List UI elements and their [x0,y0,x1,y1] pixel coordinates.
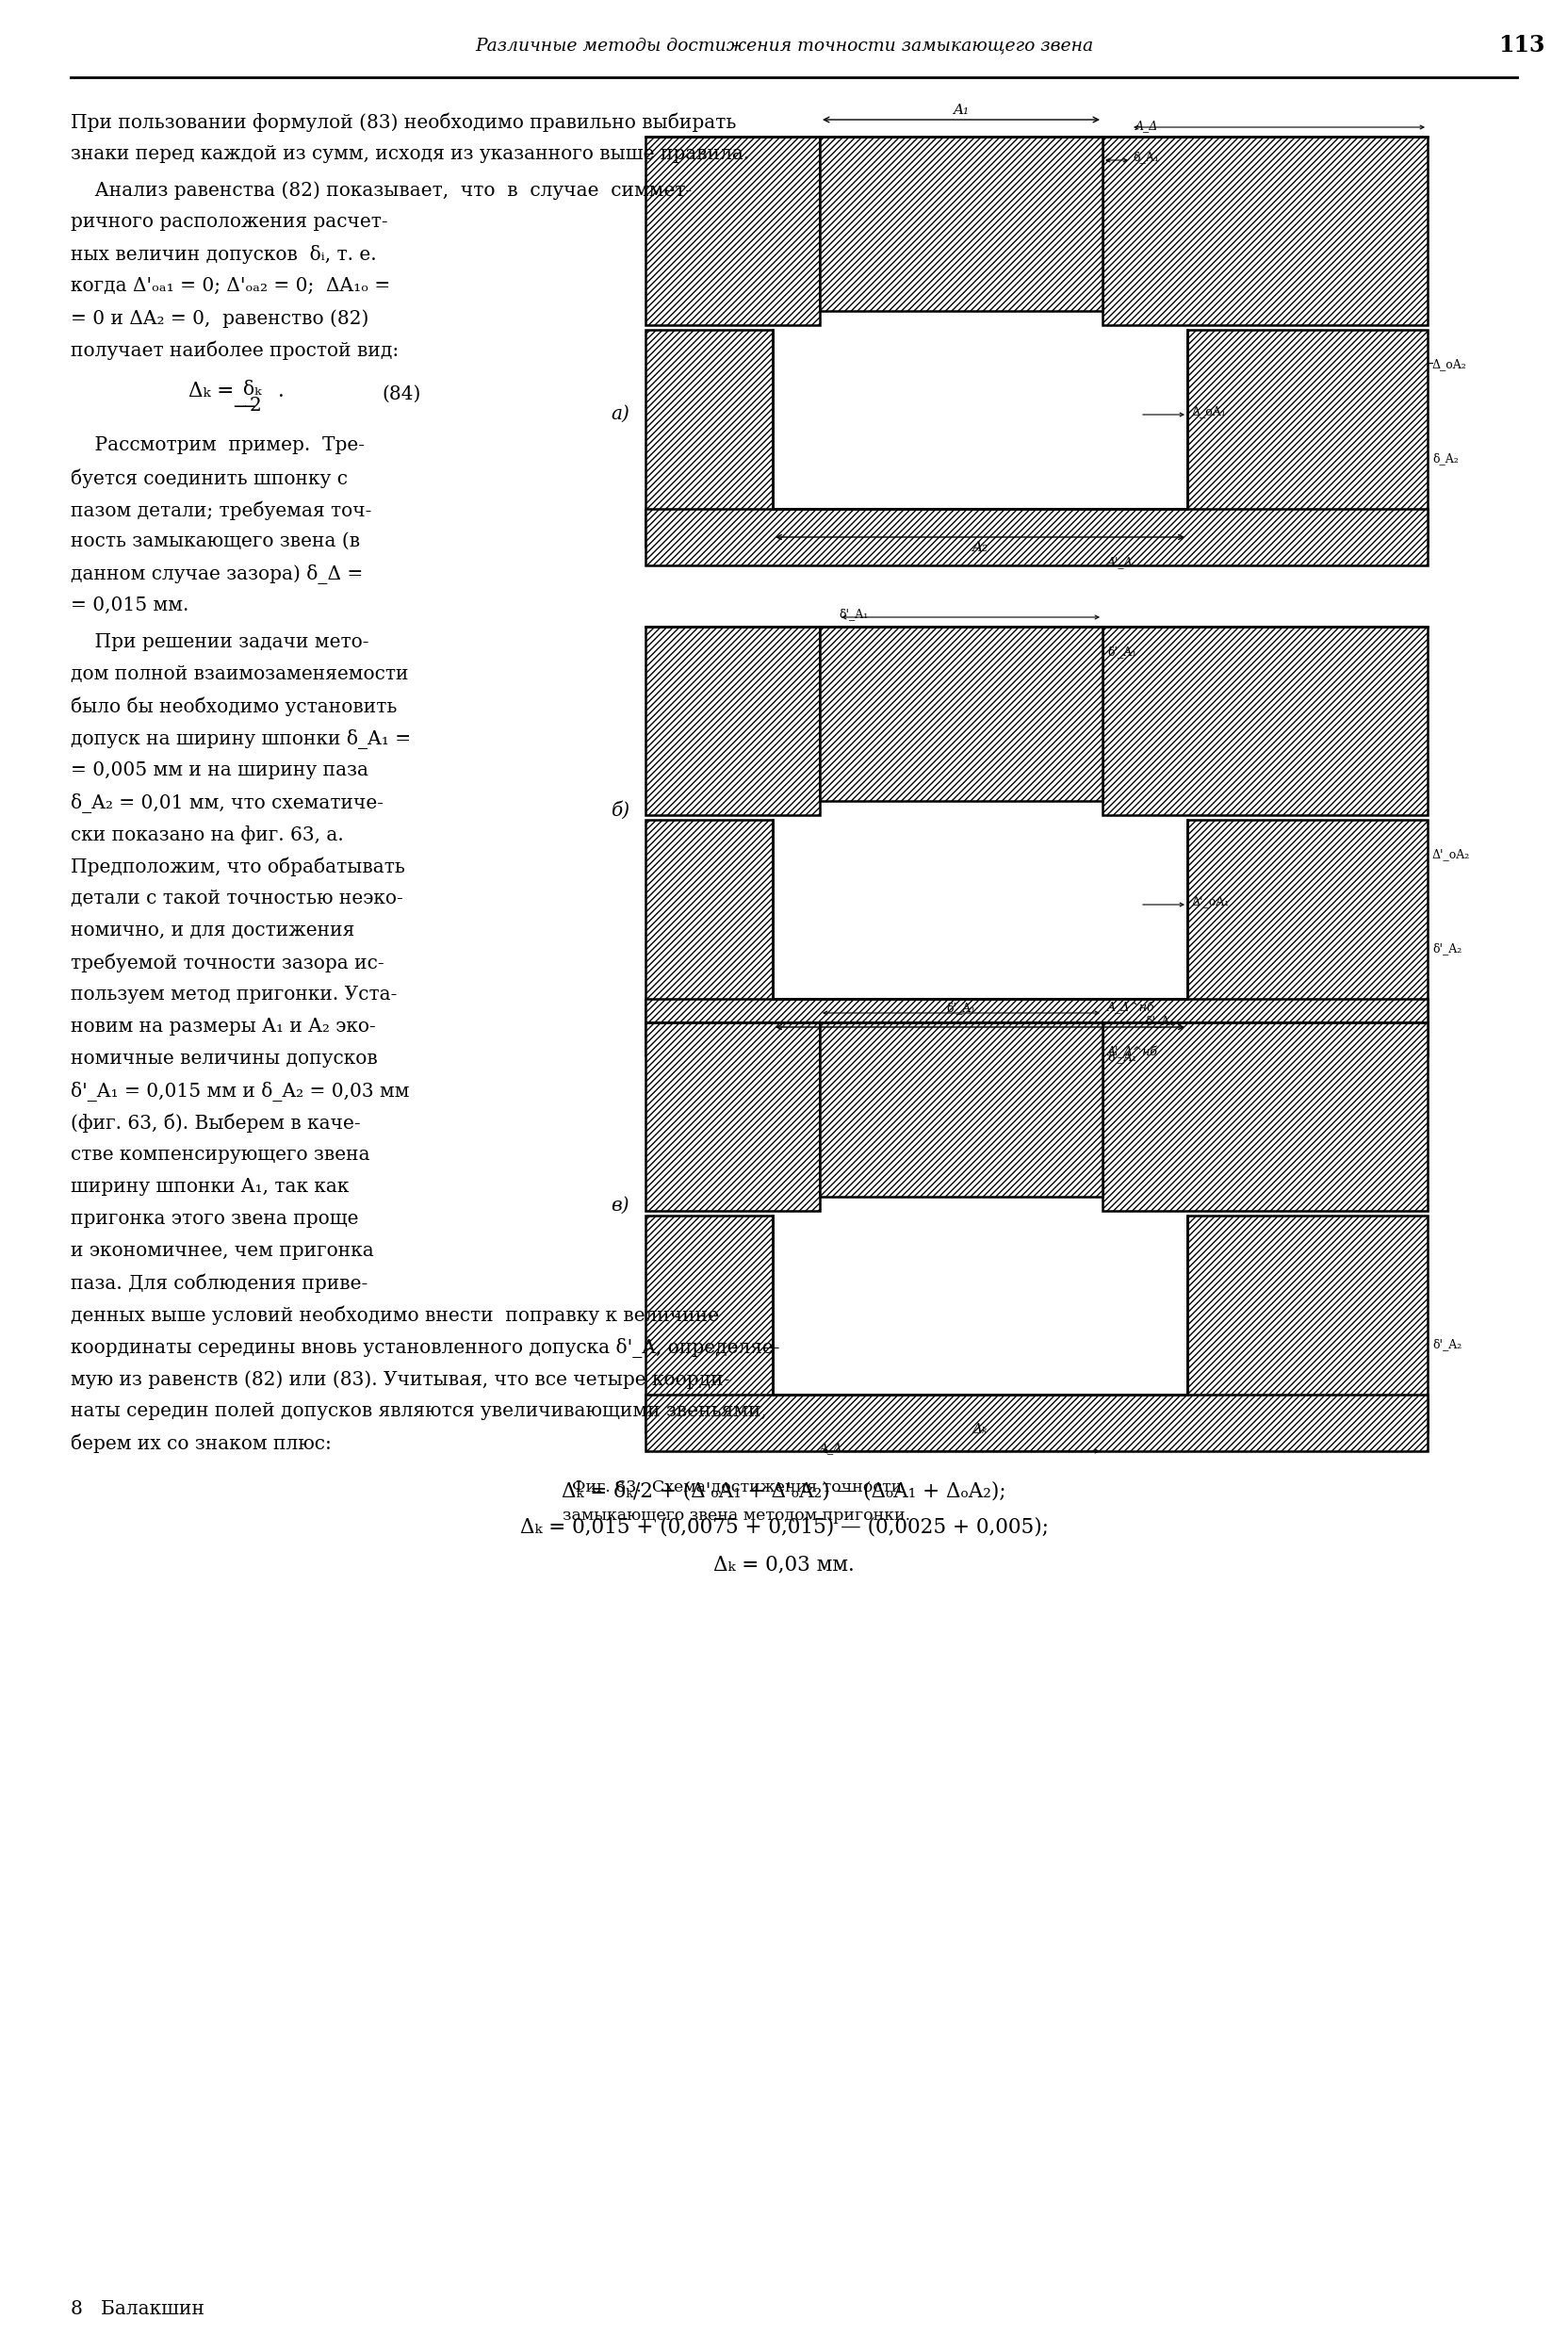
Text: Фиг. 63.  Схема достижения точности: Фиг. 63. Схема достижения точности [572,1479,902,1496]
Text: При пользовании формулой (83) необходимо правильно выбирать: При пользовании формулой (83) необходимо… [71,113,737,132]
Bar [1102,1023,1427,1211]
Text: При решении задачи мето-: При решении задачи мето- [71,633,368,652]
Text: Δₖ = 0,03 мм.: Δₖ = 0,03 мм. [713,1555,855,1573]
Text: и экономичнее, чем пригонка: и экономичнее, чем пригонка [71,1242,373,1261]
Text: детали с такой точностью неэко-: детали с такой точностью неэко- [71,889,403,908]
Text: (84): (84) [381,386,420,402]
Text: б): б) [610,802,629,818]
Text: паза. Для соблюдения приве-: паза. Для соблюдения приве- [71,1275,368,1294]
Bar [773,508,1187,546]
Text: δ'_A₂: δ'_A₂ [1432,943,1461,955]
Text: A_Δ: A_Δ [1135,120,1159,132]
Text: Анализ равенства (82) показывает,  что  в  случае  симмет-: Анализ равенства (82) показывает, что в … [71,181,691,200]
Text: требуемой точности зазора ис-: требуемой точности зазора ис- [71,953,384,974]
Text: δ'_A₁: δ'_A₁ [1107,644,1137,659]
Bar [1187,329,1427,546]
Text: а): а) [610,405,629,423]
Text: мую из равенств (82) или (83). Учитывая, что все четыре коорди-: мую из равенств (82) или (83). Учитывая,… [71,1371,729,1388]
Text: = 0,005 мм и на ширину паза: = 0,005 мм и на ширину паза [71,762,368,779]
Text: A'_Δ: A'_Δ [1107,555,1134,569]
Text: знаки перед каждой из сумм, исходя из указанного выше правила.: знаки перед каждой из сумм, исходя из ук… [71,146,750,162]
Text: .: . [278,381,284,402]
Text: A'_Δ^нб: A'_Δ^нб [1107,1047,1159,1058]
Text: δ_A₁: δ_A₁ [1132,151,1159,162]
Text: A₂: A₂ [972,541,988,555]
Text: было бы необходимо установить: было бы необходимо установить [71,696,397,717]
Text: δ'_A₁: δ'_A₁ [839,607,869,621]
Text: δ'_A₂: δ'_A₂ [1432,1338,1461,1350]
Text: данном случае зазора) δ_Δ =: данном случае зазора) δ_Δ = [71,564,364,583]
Bar [820,626,1102,802]
Text: = 0,015 мм.: = 0,015 мм. [71,597,188,614]
Text: допуск на ширину шпонки δ_A₁ =: допуск на ширину шпонки δ_A₁ = [71,729,411,750]
Text: ных величин допусков  δᵢ, т. е.: ных величин допусков δᵢ, т. е. [71,245,376,263]
Bar [1102,626,1427,816]
Bar [646,136,820,325]
Text: = 0 и ΔA₂ = 0,  равенство (82): = 0 и ΔA₂ = 0, равенство (82) [71,308,368,327]
Text: пазом детали; требуемая точ-: пазом детали; требуемая точ- [71,501,372,520]
Text: Δ_oA₂: Δ_oA₂ [1432,358,1468,369]
Text: денных выше условий необходимо внести  поправку к величине: денных выше условий необходимо внести по… [71,1305,720,1327]
Text: Δ'_oA₂: Δ'_oA₂ [1432,849,1471,861]
Text: Предположим, что обрабатывать: Предположим, что обрабатывать [71,858,405,877]
Text: ричного расположения расчет-: ричного расположения расчет- [71,214,387,230]
Bar [773,1000,1187,1037]
Text: координаты середины вновь установленного допуска δ'_A, определяе-: координаты середины вновь установленного… [71,1338,779,1357]
Bar [646,821,773,1037]
Text: берем их со знаком плюс:: берем их со знаком плюс: [71,1435,331,1454]
Text: Различные методы достижения точности замыкающего звена: Различные методы достижения точности зам… [475,38,1093,54]
Bar [820,136,1102,310]
Text: (фиг. 63, б). Выберем в каче-: (фиг. 63, б). Выберем в каче- [71,1115,361,1134]
Text: в): в) [612,1197,629,1214]
Text: δ'_A₁: δ'_A₁ [1107,1051,1137,1063]
Text: Δₖ: Δₖ [972,1423,988,1437]
Bar [646,1216,773,1432]
Text: ность замыкающего звена (в: ность замыкающего звена (в [71,532,361,550]
Text: δ'_A₁: δ'_A₁ [1145,1014,1174,1028]
Bar [773,1395,1187,1432]
Bar [820,1023,1102,1197]
Bar [646,1000,1427,1056]
Text: буется соединить шпонку с: буется соединить шпонку с [71,468,348,487]
Text: A_Δ: A_Δ [820,1442,842,1454]
Text: наты середин полей допусков являются увеличивающими звеньями,: наты середин полей допусков являются уве… [71,1402,767,1421]
Text: 2: 2 [249,397,262,414]
Text: Δ'_oA₁: Δ'_oA₁ [1192,896,1229,908]
Text: номично, и для достижения: номично, и для достижения [71,922,354,938]
Text: ──: ── [234,400,256,416]
Bar [646,329,773,546]
Text: номичные величины допусков: номичные величины допусков [71,1049,378,1068]
Text: пользуем метод пригонки. Уста-: пользуем метод пригонки. Уста- [71,985,397,1004]
Text: Рассмотрим  пример.  Тре-: Рассмотрим пример. Тре- [71,435,365,454]
Text: A_Δ^нб: A_Δ^нб [1107,1002,1156,1014]
Text: дом полной взаимозаменяемости: дом полной взаимозаменяемости [71,666,409,682]
Bar [646,1023,820,1211]
Text: ширину шпонки A₁, так как: ширину шпонки A₁, так как [71,1178,350,1195]
Text: Δₖ =: Δₖ = [188,381,234,402]
Text: Δₖ = δₖ/2 + (Δ'ₒA₁ + Δ'ₒA₂) — (ΔₒA₁ + ΔₒA₂);: Δₖ = δₖ/2 + (Δ'ₒA₁ + Δ'ₒA₂) — (ΔₒA₁ + Δₒ… [561,1479,1007,1501]
Bar [646,626,820,816]
Bar [1187,821,1427,1037]
Text: ски показано на фиг. 63, а.: ски показано на фиг. 63, а. [71,826,343,844]
Text: δₖ: δₖ [243,381,262,397]
Text: пригонка этого звена проще: пригонка этого звена проще [71,1209,359,1228]
Text: Δ_oA₁: Δ_oA₁ [1192,405,1226,416]
Text: замыкающего звена методом пригонки.: замыкающего звена методом пригонки. [563,1508,911,1524]
Bar [646,508,1427,564]
Text: когда Δ'ₒₐ₁ = 0; Δ'ₒₐ₂ = 0;  ΔA₁ₒ =: когда Δ'ₒₐ₁ = 0; Δ'ₒₐ₂ = 0; ΔA₁ₒ = [71,278,390,294]
Text: 8   Балакшин: 8 Балакшин [71,2300,204,2319]
Text: стве компенсирующего звена: стве компенсирующего звена [71,1145,370,1164]
Bar [646,1395,1427,1451]
Text: A₁: A₁ [953,103,969,118]
Text: новим на размеры A₁ и A₂ эко-: новим на размеры A₁ и A₂ эко- [71,1018,376,1035]
Text: Δₖ = 0,015 + (0,0075 + 0,015) — (0,0025 + 0,005);: Δₖ = 0,015 + (0,0075 + 0,015) — (0,0025 … [519,1517,1049,1538]
Text: получает наиболее простой вид:: получает наиболее простой вид: [71,341,398,360]
Text: 113: 113 [1499,33,1544,56]
Text: δ_A₂ = 0,01 мм, что схематиче-: δ_A₂ = 0,01 мм, что схематиче- [71,793,384,814]
Bar [1187,1216,1427,1432]
Text: δ_A₂: δ_A₂ [1432,452,1458,466]
Text: δ'_A₁: δ'_A₁ [947,1002,975,1014]
Bar [1102,136,1427,325]
Text: δ'_A₁ = 0,015 мм и δ_A₂ = 0,03 мм: δ'_A₁ = 0,015 мм и δ_A₂ = 0,03 мм [71,1082,409,1101]
